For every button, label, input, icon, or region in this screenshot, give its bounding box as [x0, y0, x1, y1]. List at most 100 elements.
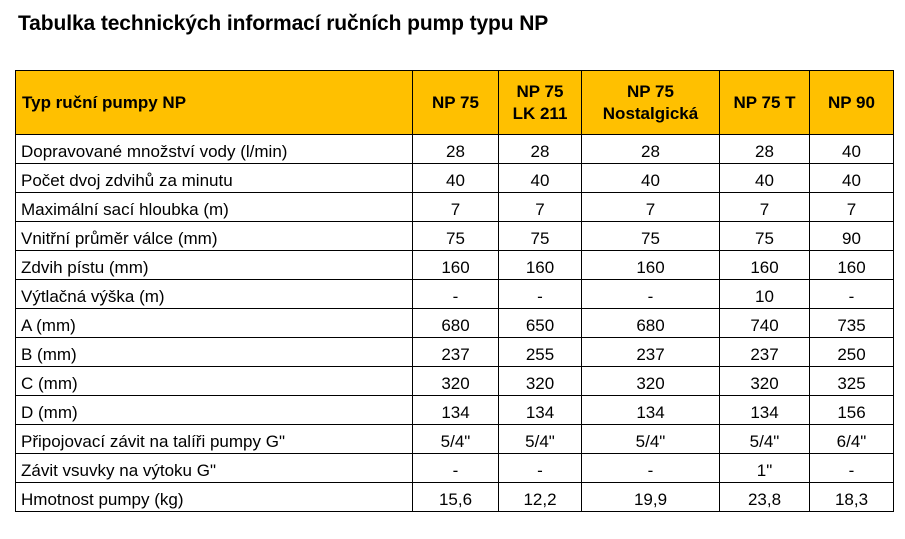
- table-row: Maximální sací hloubka (m) 7 7 7 7 7: [15, 192, 894, 222]
- table-cell: 740: [719, 308, 810, 338]
- table-cell: 75: [719, 221, 810, 251]
- table-cell: 160: [719, 250, 810, 280]
- table-body: Dopravované množství vody (l/min) 28 28 28 2…: [15, 134, 894, 512]
- table-cell: 680: [412, 308, 499, 338]
- table-cell: 19,9: [581, 482, 720, 512]
- table-row: Připojovací závit na talíři pumpy G" 5/4"…: [15, 424, 894, 454]
- spec-table: Typ ruční pumpy NP NP 75 NP 75 LK 211 NP 75…: [15, 70, 894, 512]
- header-model-line: NP 75: [516, 81, 564, 101]
- table-row: Zdvih pístu (mm) 160 160 160 160 160: [15, 250, 894, 280]
- table-cell: 6/4": [809, 424, 894, 454]
- table-cell: 28: [498, 134, 582, 164]
- table-cell: 10: [719, 279, 810, 309]
- table-cell: 40: [498, 163, 582, 193]
- header-model-line: Nostalgická: [602, 103, 699, 123]
- table-cell: 250: [809, 337, 894, 367]
- header-row: Typ ruční pumpy NP NP 75 NP 75 LK 211 NP 75…: [15, 70, 894, 135]
- table-cell: 156: [809, 395, 894, 425]
- table-cell: 160: [498, 250, 582, 280]
- table-cell: 75: [412, 221, 499, 251]
- row-label: Závit vsuvky na výtoku G": [15, 453, 413, 483]
- table-cell: 28: [719, 134, 810, 164]
- table-row: Závit vsuvky na výtoku G" - - -1" -: [15, 453, 894, 483]
- page-title: Tabulka technických informací ručních pu…: [18, 12, 549, 35]
- table-cell: 237: [412, 337, 499, 367]
- table-cell: 134: [498, 395, 582, 425]
- table-cell: 40: [809, 134, 894, 164]
- header-model: NP 75: [412, 70, 499, 135]
- table-cell: 680: [581, 308, 720, 338]
- header-model-line: NP 75: [627, 81, 674, 101]
- table-cell: -: [412, 453, 499, 483]
- table-cell: 134: [581, 395, 720, 425]
- table-cell: 320: [719, 366, 810, 396]
- table-cell: 75: [498, 221, 582, 251]
- table-cell: 7: [498, 192, 582, 222]
- table-cell: -: [581, 453, 720, 483]
- table-row: Výtlačná výška (m) - - -10-: [15, 279, 894, 309]
- row-label: Hmotnost pumpy (kg): [15, 482, 413, 512]
- table-cell: 23,8: [719, 482, 810, 512]
- table-cell: 28: [412, 134, 499, 164]
- row-label: Výtlačná výška (m): [15, 279, 413, 309]
- table-cell: -: [498, 279, 582, 309]
- table-cell: 15,6: [412, 482, 499, 512]
- table-cell: 7: [719, 192, 810, 222]
- header-model-line: NP 90: [828, 92, 875, 112]
- table-row: Hmotnost pumpy (kg) 15,6 12,2 19,9 23,8 18,3: [15, 482, 894, 512]
- row-label: C (mm): [15, 366, 413, 396]
- table-cell: 40: [412, 163, 499, 193]
- table-row: D (mm) 134 134 134 134 156: [15, 395, 894, 425]
- table-cell: 5/4": [498, 424, 582, 454]
- row-label: D (mm): [15, 395, 413, 425]
- table-cell: -: [498, 453, 582, 483]
- table-row: Vnitřní průměr válce (mm) 75 75 75 75 90: [15, 221, 894, 251]
- table-cell: 7: [581, 192, 720, 222]
- row-label: Připojovací závit na talíři pumpy G": [15, 424, 413, 454]
- table-cell: 320: [498, 366, 582, 396]
- header-model: NP 75 Nostalgická: [581, 70, 720, 135]
- table-cell: 5/4": [412, 424, 499, 454]
- table-cell: 134: [412, 395, 499, 425]
- header-model: NP 90: [809, 70, 894, 135]
- header-model: NP 75 LK 211: [498, 70, 582, 135]
- table-cell: 1": [719, 453, 810, 483]
- table-cell: -: [412, 279, 499, 309]
- row-label: Maximální sací hloubka (m): [15, 192, 413, 222]
- table-cell: 255: [498, 337, 582, 367]
- table-cell: 237: [581, 337, 720, 367]
- table-row: C (mm) 320 320 320 320 325: [15, 366, 894, 396]
- row-label: B (mm): [15, 337, 413, 367]
- table-row: B (mm) 237 255 237 237 250: [15, 337, 894, 367]
- table-cell: -: [581, 279, 720, 309]
- table-header: Typ ruční pumpy NP NP 75 NP 75 LK 211 NP 75…: [15, 70, 894, 135]
- table-row: Dopravované množství vody (l/min) 28 28 28 2…: [15, 134, 894, 164]
- table-cell: 75: [581, 221, 720, 251]
- table-cell: 12,2: [498, 482, 582, 512]
- table-cell: 5/4": [581, 424, 720, 454]
- table-cell: 40: [719, 163, 810, 193]
- table-cell: 320: [581, 366, 720, 396]
- table-cell: 90: [809, 221, 894, 251]
- table-cell: 7: [412, 192, 499, 222]
- table-row: A (mm) 680 650 680 740 735: [15, 308, 894, 338]
- table-cell: 28: [581, 134, 720, 164]
- row-label: Vnitřní průměr válce (mm): [15, 221, 413, 251]
- table-cell: 325: [809, 366, 894, 396]
- table-cell: 134: [719, 395, 810, 425]
- table-cell: 7: [809, 192, 894, 222]
- table-cell: 735: [809, 308, 894, 338]
- table-cell: 160: [809, 250, 894, 280]
- header-label: Typ ruční pumpy NP: [15, 70, 413, 135]
- table-cell: 320: [412, 366, 499, 396]
- header-model-line: NP 75 T: [733, 92, 796, 112]
- table-cell: 40: [809, 163, 894, 193]
- table-cell: 5/4": [719, 424, 810, 454]
- table-cell: 160: [412, 250, 499, 280]
- header-model: NP 75 T: [719, 70, 810, 135]
- header-model-line: NP 75: [432, 92, 479, 112]
- row-label: Zdvih pístu (mm): [15, 250, 413, 280]
- table-cell: -: [809, 453, 894, 483]
- table-cell: 18,3: [809, 482, 894, 512]
- row-label: Počet dvoj zdvihů za minutu: [15, 163, 413, 193]
